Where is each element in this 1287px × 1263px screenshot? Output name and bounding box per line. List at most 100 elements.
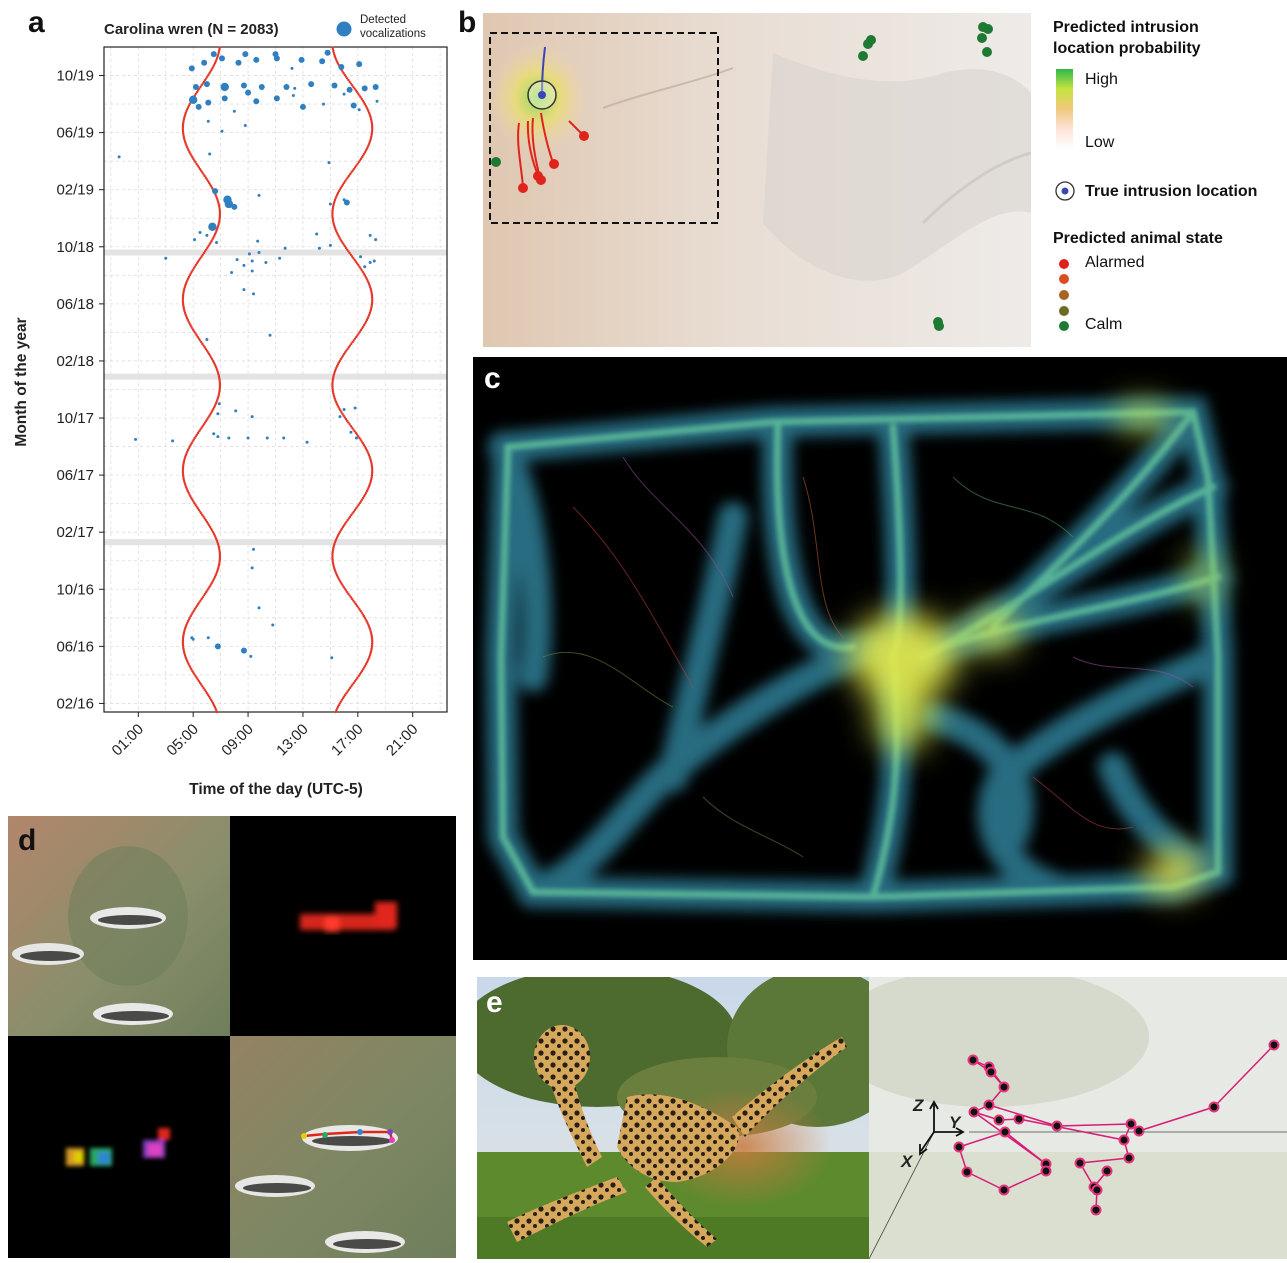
panel-a-ylabel: Month of the year: [13, 317, 30, 446]
skeleton-joint: [1268, 1039, 1280, 1051]
sunset-point: [340, 356, 344, 359]
sunset-point: [347, 346, 351, 349]
detection-point: [271, 623, 275, 627]
detection-point: [258, 83, 265, 90]
sunrise-point: [204, 519, 208, 522]
panel-e-letter: e: [486, 986, 503, 1019]
skeleton-bone: [1018, 1118, 1125, 1141]
plot-frame: [103, 46, 448, 713]
skeleton-joint: [1013, 1113, 1025, 1125]
detection-point: [192, 83, 199, 90]
sunset-point: [349, 253, 353, 256]
detection-point: [188, 95, 198, 105]
sunset-point: [371, 298, 374, 301]
sunset-point: [360, 97, 363, 101]
legend-state-title: Predicted animal state: [1053, 230, 1223, 247]
sunset-point: [350, 84, 354, 87]
detection-point: [231, 203, 238, 210]
sunrise-point: [195, 262, 199, 265]
sunrise-point: [192, 438, 195, 441]
skeleton-bone: [1213, 1044, 1275, 1108]
sunset-point: [331, 383, 334, 387]
detection-point: [298, 56, 305, 63]
panel-b-map: [483, 13, 1031, 347]
y-tick-label: 06/19: [56, 125, 94, 142]
sunset-point: [361, 613, 365, 616]
animal-track: [517, 122, 524, 188]
sunset-point: [350, 342, 353, 346]
sunset-point: [355, 604, 359, 608]
detection-point: [230, 270, 234, 274]
sunset-point: [355, 335, 358, 339]
sunrise-point: [206, 522, 210, 525]
skeleton-joint: [1040, 1165, 1052, 1177]
sunset-point: [331, 553, 334, 556]
ground-line: [869, 1131, 935, 1259]
sunrise-point: [196, 89, 200, 92]
sunset-point: [347, 592, 350, 596]
detection-point: [240, 82, 247, 89]
sunset-point: [359, 157, 363, 161]
detection-point: [210, 51, 217, 58]
detection-point: [328, 243, 332, 247]
sunrise-point: [198, 429, 201, 433]
gazelle: [235, 1175, 315, 1197]
gazelle: [90, 907, 166, 929]
skeleton-joint: [1208, 1101, 1220, 1113]
sunset-point: [352, 681, 355, 685]
sunrise-point: [193, 159, 196, 162]
sunset-point: [355, 90, 359, 94]
detection-point: [268, 333, 272, 337]
skeleton-joint: [1051, 1120, 1063, 1132]
sunset-point: [344, 693, 347, 697]
detection-point: [212, 188, 219, 195]
sunrise-point: [201, 685, 204, 688]
sunset-point: [370, 472, 374, 476]
sunset-point: [342, 352, 346, 356]
detection-point: [305, 440, 309, 444]
detection-point: [282, 436, 286, 440]
sunset-point: [358, 501, 362, 505]
sunset-point: [370, 471, 374, 474]
sunset-point: [345, 178, 348, 181]
true-location-legend-icon: [1055, 181, 1075, 201]
sunrise-point: [200, 512, 203, 515]
sunrise-point: [205, 77, 208, 80]
sunrise-point: [194, 332, 197, 335]
gazelle: [93, 1003, 173, 1025]
sunrise-point: [195, 604, 199, 608]
skeleton-bone: [958, 1131, 1006, 1148]
sunrise-point: [218, 554, 222, 558]
sunset-point: [348, 173, 352, 176]
detection-point: [117, 155, 121, 159]
detection-point: [315, 232, 319, 236]
sunset-point: [350, 597, 354, 601]
sunset-point: [347, 517, 351, 520]
sunset-point: [342, 695, 346, 698]
sunset-point: [345, 77, 349, 80]
sunrise-point: [194, 263, 198, 267]
detection-point: [252, 292, 256, 296]
sunset-point: [357, 606, 360, 609]
skeleton-joint: [1125, 1118, 1137, 1130]
sunset-point: [343, 73, 347, 77]
sunset-point: [357, 332, 360, 335]
detection-point: [246, 436, 250, 440]
panel-a-xlabel: Time of the day (UTC-5): [189, 781, 363, 798]
detection-point: [243, 123, 247, 127]
detection-point: [242, 288, 246, 292]
sunset-point: [370, 296, 374, 299]
detection-point: [214, 643, 221, 650]
sunrise-point: [181, 467, 185, 471]
sunset-point: [348, 80, 351, 84]
sunrise-point: [181, 125, 185, 128]
sunset-point: [360, 268, 363, 272]
state-dot-3: [1059, 290, 1069, 300]
gazelle: [325, 1231, 405, 1253]
state-dot-alarmed: [1059, 259, 1069, 269]
detection-point: [328, 202, 332, 206]
sunset-point: [341, 241, 344, 244]
detection-point: [319, 58, 326, 65]
detection-point: [206, 636, 210, 640]
sunset-point: [345, 248, 349, 251]
